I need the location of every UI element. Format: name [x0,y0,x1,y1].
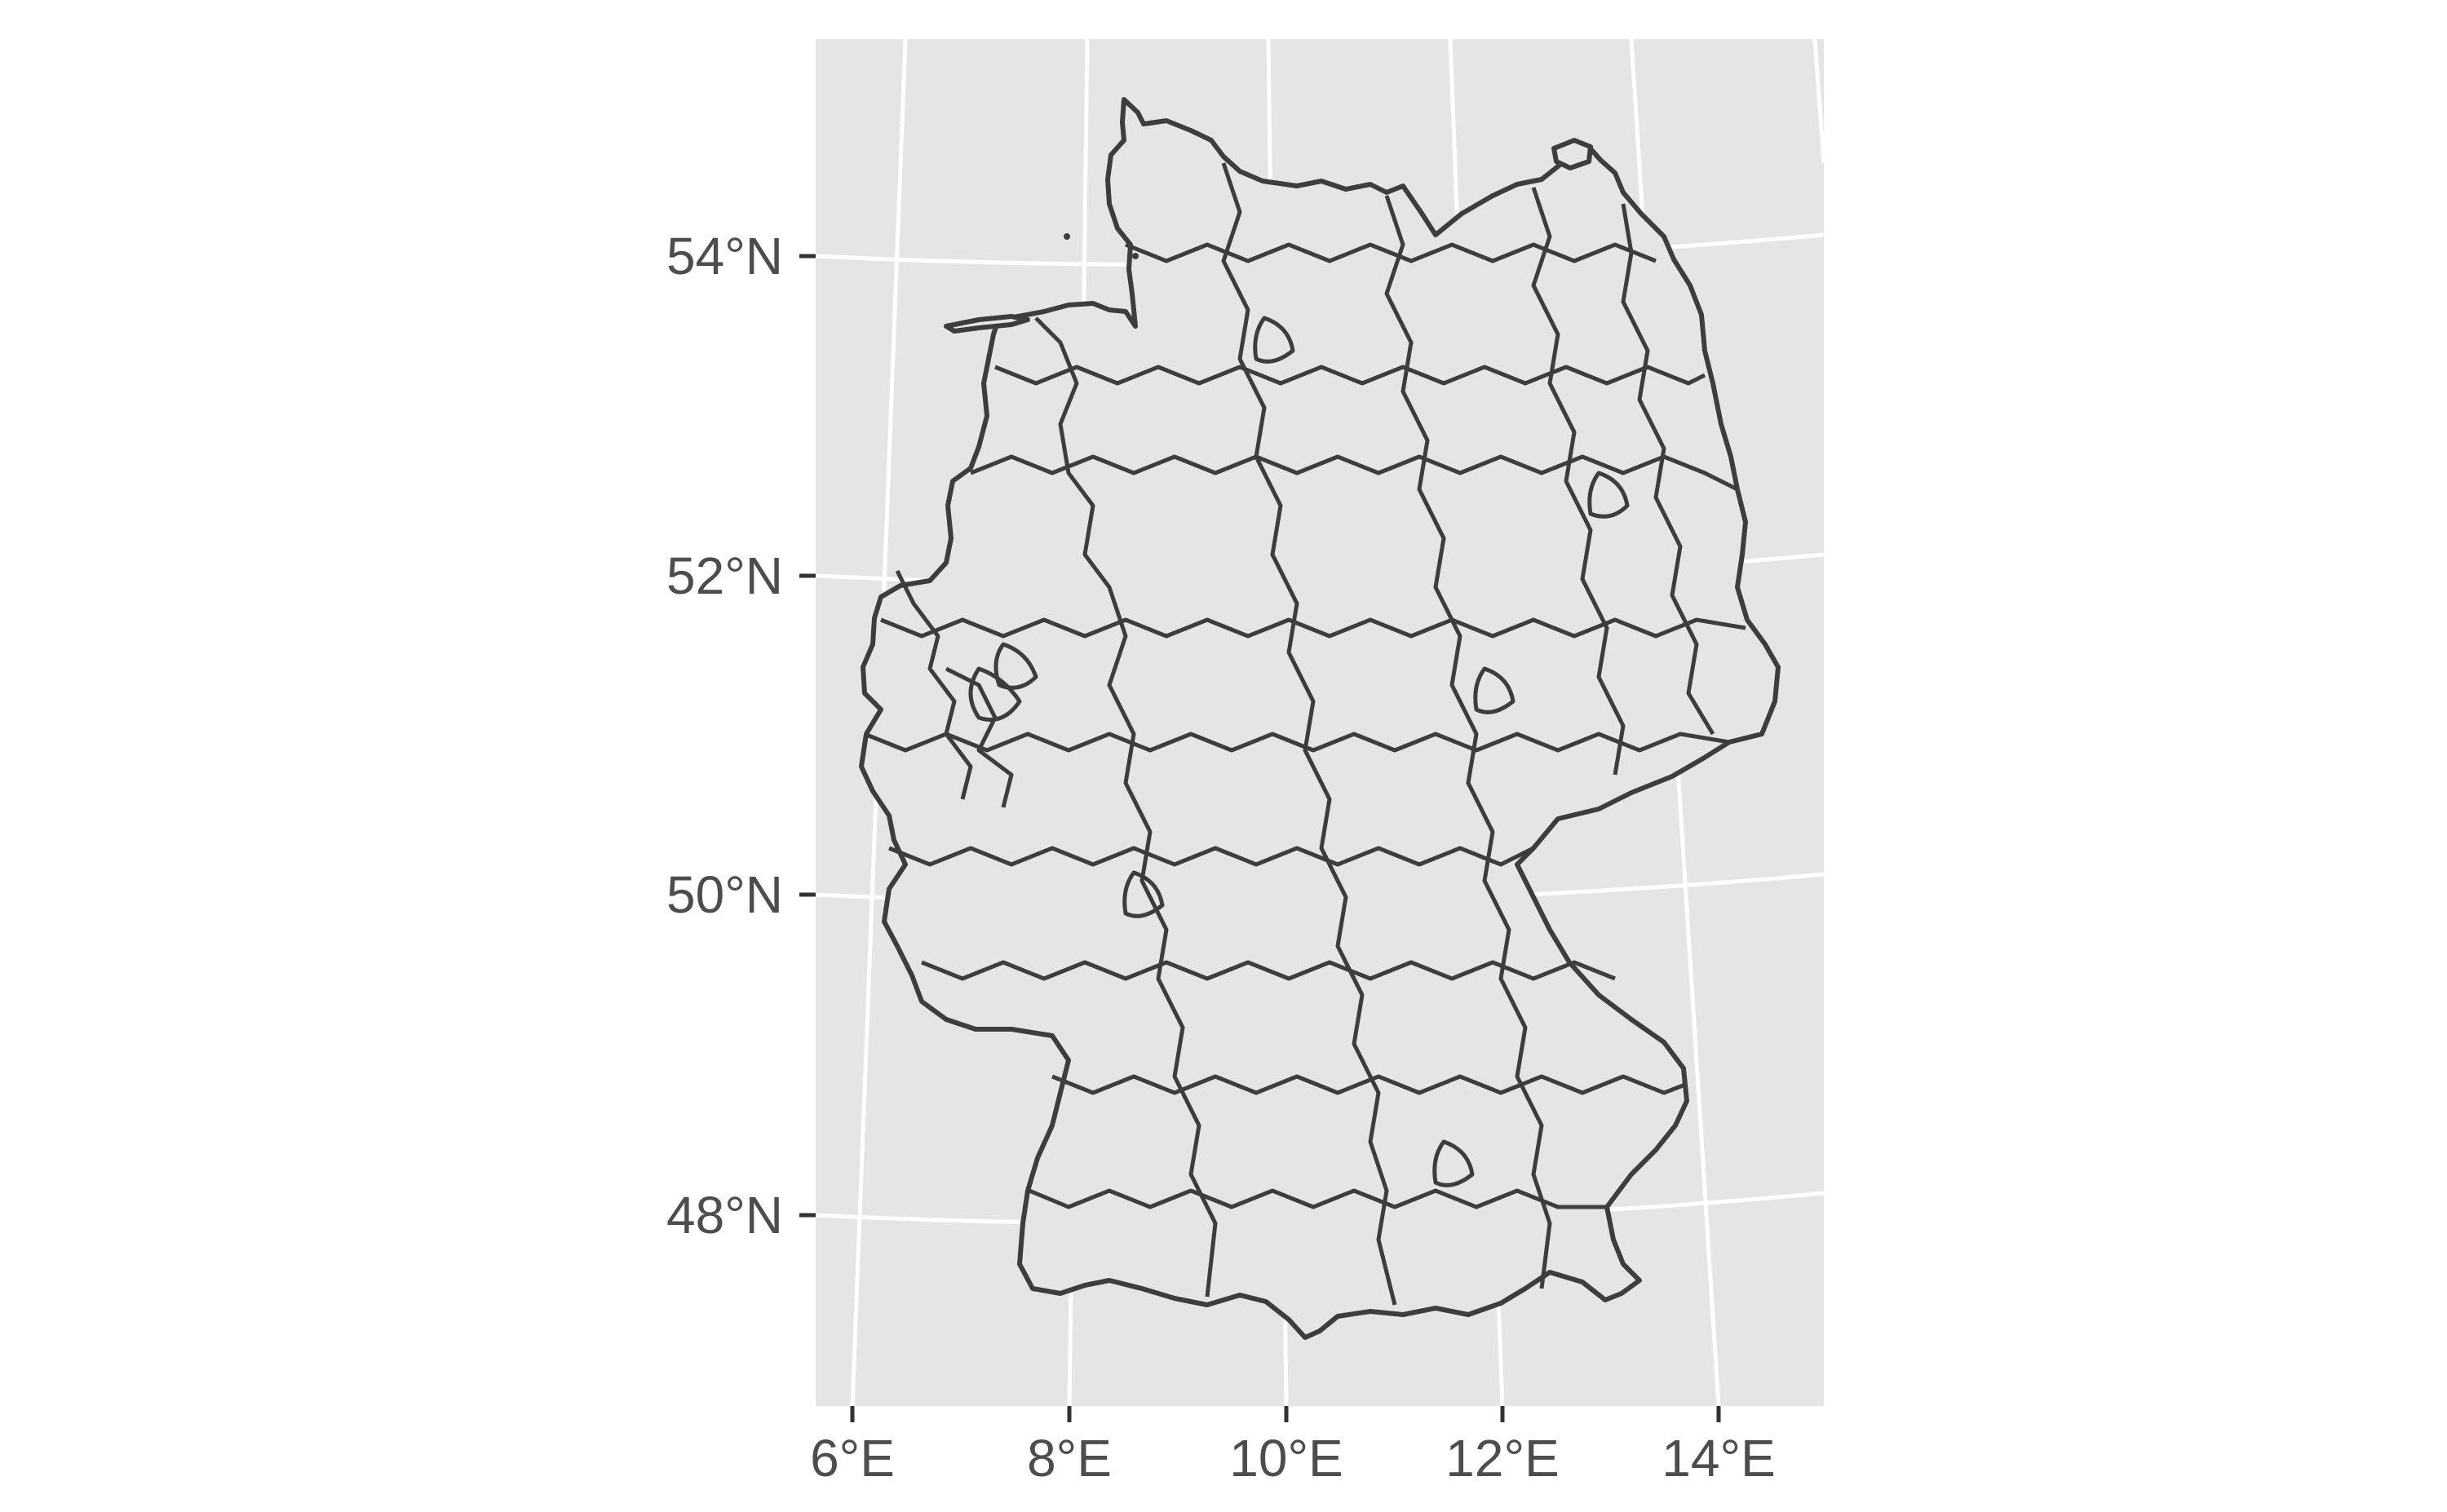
islands [944,138,1593,334]
y-tick-label-50: 50°N [666,865,783,924]
x-axis: 6°E 8°E 10°E 12°E 14°E [810,1406,1776,1488]
x-tick-label-10: 10°E [1229,1429,1343,1488]
y-axis: 54°N 52°N 50°N 48°N [666,227,816,1245]
district-boundaries [864,162,1746,1306]
x-tick-label-14: 14°E [1662,1429,1775,1488]
y-tick-label-48: 48°N [666,1186,783,1245]
x-tick-label-12: 12°E [1445,1429,1559,1488]
x-tick-label-6: 6°E [810,1429,895,1488]
germany-outline [859,97,1781,1340]
meridian-16e [1812,39,1824,164]
x-tick-label-8: 8°E [1027,1429,1112,1488]
y-tick-label-54: 54°N [666,227,783,285]
germany-map [859,97,1781,1340]
y-tick-label-52: 52°N [666,546,783,605]
